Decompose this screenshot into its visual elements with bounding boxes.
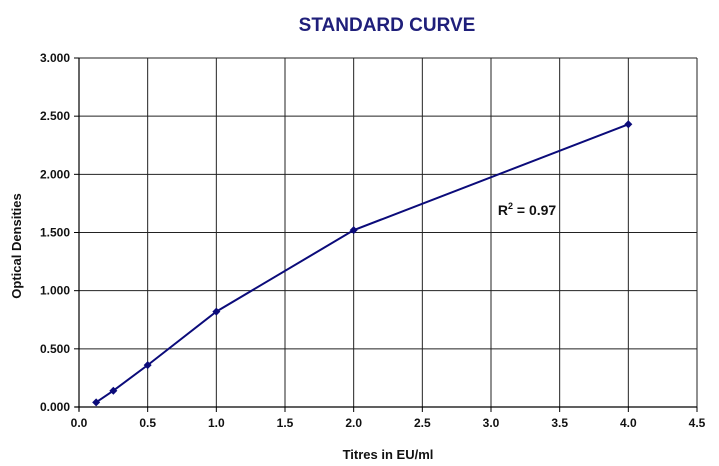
data-point (212, 307, 221, 316)
y-tick-label: 3.000 (40, 51, 70, 65)
data-point (143, 361, 152, 370)
data-point (92, 398, 101, 407)
series-line (95, 123, 629, 404)
chart-title: STANDARD CURVE (299, 15, 476, 36)
x-tick-label: 3.0 (483, 416, 500, 430)
x-tick-label: 4.5 (689, 416, 706, 430)
y-tick-label: 2.500 (40, 109, 70, 123)
x-tick-label: 4.0 (620, 416, 637, 430)
y-tick-label: 1.000 (40, 284, 70, 298)
y-tick-label: 2.000 (40, 167, 70, 181)
series (92, 120, 633, 407)
axes (74, 57, 698, 412)
x-tick-label: 0.5 (139, 416, 156, 430)
x-tick-label: 0.0 (71, 416, 88, 430)
y-tick-label: 0.000 (40, 400, 70, 414)
r-squared-superscript: 2 (508, 201, 513, 211)
data-point (624, 120, 633, 129)
x-tick-label: 2.0 (345, 416, 362, 430)
y-tick-label: 0.500 (40, 342, 70, 356)
x-axis-label: Titres in EU/ml (343, 447, 434, 462)
x-tick-label: 2.5 (414, 416, 431, 430)
grid-lines (78, 57, 698, 408)
x-tick-label: 1.5 (277, 416, 294, 430)
x-tick-labels: 0.0 0.5 1.0 1.5 2.0 2.5 3.0 3.5 4.0 4.5 (71, 416, 706, 430)
data-point (349, 226, 358, 235)
y-axis-label: Optical Densities (9, 193, 24, 298)
y-tick-label: 1.500 (40, 226, 70, 240)
r-squared-value: = 0.97 (513, 202, 556, 218)
r-squared-annotation: R2 = 0.97 (498, 201, 557, 218)
r-squared-r: R (498, 202, 508, 218)
x-tick-label: 3.5 (551, 416, 568, 430)
data-point (109, 386, 118, 395)
x-tick-label: 1.0 (208, 416, 225, 430)
y-tick-labels: 0.000 0.500 1.000 1.500 2.000 2.500 3.000 (40, 51, 70, 414)
